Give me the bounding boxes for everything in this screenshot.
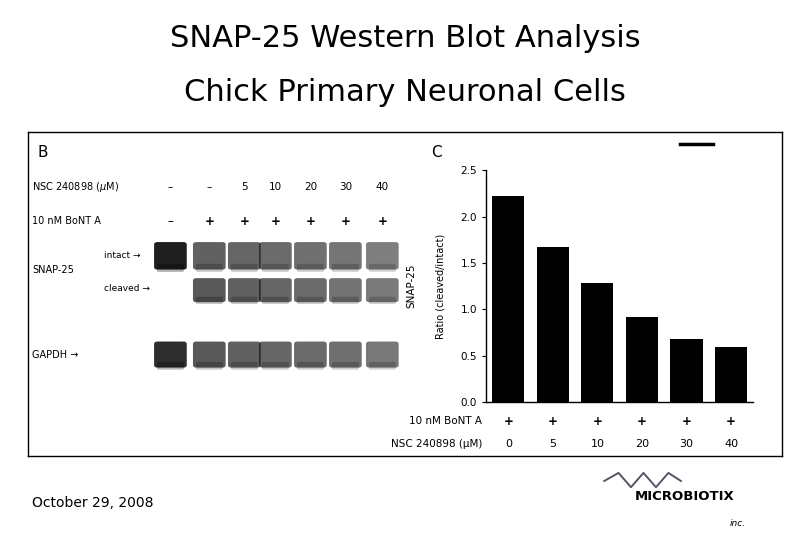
Text: 30: 30 [680,440,693,449]
FancyBboxPatch shape [228,341,261,368]
FancyBboxPatch shape [196,264,223,272]
Text: 10 nM BoNT A: 10 nM BoNT A [409,416,482,426]
FancyBboxPatch shape [332,264,359,272]
Text: GAPDH →: GAPDH → [32,349,79,360]
Text: intact →: intact → [104,251,141,260]
Text: 40: 40 [376,182,389,192]
Text: 20: 20 [304,182,317,192]
FancyBboxPatch shape [366,341,399,368]
Text: +: + [503,415,514,428]
Bar [492,196,524,402]
Bar [671,339,702,402]
Text: Ratio (cleaved/intact): Ratio (cleaved/intact) [436,234,446,339]
FancyBboxPatch shape [231,362,258,370]
Text: 0: 0 [505,440,512,449]
FancyBboxPatch shape [228,242,261,269]
FancyBboxPatch shape [259,242,292,269]
FancyBboxPatch shape [154,341,187,368]
Bar [626,317,658,402]
FancyBboxPatch shape [329,278,362,302]
FancyBboxPatch shape [193,341,226,368]
FancyBboxPatch shape [196,362,223,370]
FancyBboxPatch shape [329,242,362,269]
FancyBboxPatch shape [154,242,187,269]
Text: 30: 30 [339,182,352,192]
Text: B: B [37,145,48,160]
FancyBboxPatch shape [262,362,289,370]
Text: SNAP-25 Western Blot Analysis: SNAP-25 Western Blot Analysis [169,24,641,53]
FancyBboxPatch shape [262,264,289,272]
FancyBboxPatch shape [262,297,289,304]
Text: 5: 5 [241,182,248,192]
Text: +: + [204,215,214,228]
FancyBboxPatch shape [332,297,359,304]
Text: C: C [432,145,442,160]
FancyBboxPatch shape [231,297,258,304]
Text: +: + [681,415,692,428]
Text: –: – [207,182,212,192]
FancyBboxPatch shape [157,264,184,272]
Text: +: + [271,215,280,228]
FancyBboxPatch shape [259,341,292,368]
FancyBboxPatch shape [297,362,324,370]
Text: 40: 40 [724,440,738,449]
Text: –: – [168,215,173,228]
Text: Chick Primary Neuronal Cells: Chick Primary Neuronal Cells [184,78,626,107]
FancyBboxPatch shape [193,242,226,269]
FancyBboxPatch shape [369,362,396,370]
FancyBboxPatch shape [196,297,223,304]
FancyBboxPatch shape [294,242,326,269]
FancyBboxPatch shape [369,264,396,272]
Text: NSC 240898 ($\mu$M): NSC 240898 ($\mu$M) [32,180,119,194]
Bar [537,247,569,402]
Text: +: + [548,415,558,428]
Text: 10 nM BoNT A: 10 nM BoNT A [32,217,101,226]
Text: 20: 20 [635,440,649,449]
Bar [715,347,747,402]
Text: +: + [240,215,249,228]
Text: SNAP-25: SNAP-25 [32,265,75,275]
Text: +: + [305,215,315,228]
Text: SNAP-25: SNAP-25 [406,264,416,308]
Bar [582,284,613,402]
FancyBboxPatch shape [231,264,258,272]
Text: +: + [592,415,603,428]
FancyBboxPatch shape [332,362,359,370]
FancyBboxPatch shape [366,278,399,302]
FancyBboxPatch shape [294,341,326,368]
Text: +: + [377,215,387,228]
Text: +: + [340,215,350,228]
FancyBboxPatch shape [366,242,399,269]
Text: +: + [726,415,736,428]
FancyBboxPatch shape [259,278,292,302]
FancyBboxPatch shape [228,278,261,302]
Text: NSC 240898 (μM): NSC 240898 (μM) [390,440,482,449]
FancyBboxPatch shape [193,278,226,302]
Text: cleaved →: cleaved → [104,284,150,293]
FancyBboxPatch shape [297,297,324,304]
Text: October 29, 2008: October 29, 2008 [32,496,154,510]
FancyBboxPatch shape [297,264,324,272]
FancyBboxPatch shape [294,278,326,302]
Text: –: – [168,182,173,192]
FancyBboxPatch shape [329,341,362,368]
Text: +: + [637,415,647,428]
FancyBboxPatch shape [369,297,396,304]
Text: 5: 5 [549,440,556,449]
Text: MICROBIOTIX: MICROBIOTIX [634,490,735,503]
FancyBboxPatch shape [157,362,184,370]
Text: 10: 10 [269,182,282,192]
Text: inc.: inc. [730,519,746,529]
Text: 10: 10 [590,440,604,449]
